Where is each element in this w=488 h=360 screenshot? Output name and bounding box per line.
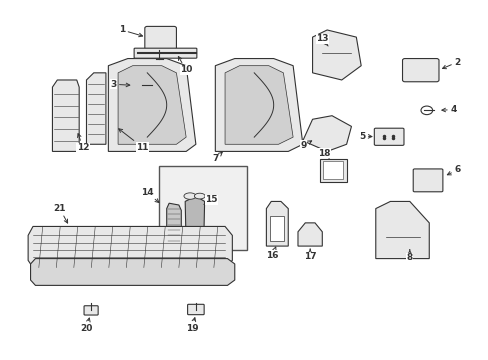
- Bar: [159, 166, 246, 249]
- Polygon shape: [86, 73, 106, 144]
- Polygon shape: [215, 59, 302, 152]
- Text: 3: 3: [110, 80, 129, 89]
- FancyBboxPatch shape: [134, 48, 197, 58]
- Text: 13: 13: [315, 35, 328, 46]
- FancyBboxPatch shape: [373, 128, 403, 145]
- Polygon shape: [302, 116, 351, 152]
- Bar: [269, 216, 284, 241]
- Polygon shape: [52, 80, 79, 152]
- FancyBboxPatch shape: [84, 306, 98, 315]
- Polygon shape: [297, 223, 322, 246]
- Text: 1: 1: [119, 26, 142, 37]
- FancyBboxPatch shape: [402, 59, 438, 82]
- Polygon shape: [266, 202, 287, 246]
- Text: 18: 18: [318, 149, 330, 158]
- Text: 20: 20: [80, 318, 92, 333]
- Ellipse shape: [183, 193, 196, 199]
- Text: 14: 14: [141, 188, 159, 202]
- Text: 6: 6: [447, 166, 460, 175]
- Text: 19: 19: [185, 318, 198, 333]
- Text: 9: 9: [300, 141, 311, 150]
- Text: 8: 8: [406, 250, 412, 262]
- Polygon shape: [375, 202, 428, 258]
- Ellipse shape: [194, 193, 204, 199]
- Polygon shape: [185, 196, 204, 246]
- Polygon shape: [118, 66, 186, 144]
- Text: 17: 17: [303, 249, 316, 261]
- Polygon shape: [312, 30, 361, 80]
- Polygon shape: [166, 203, 181, 244]
- Polygon shape: [30, 258, 234, 285]
- Text: 5: 5: [358, 131, 371, 140]
- Text: 10: 10: [178, 57, 192, 75]
- Text: 11: 11: [119, 129, 148, 152]
- Text: 2: 2: [442, 58, 460, 69]
- Text: 16: 16: [266, 247, 278, 260]
- Text: 7: 7: [212, 152, 222, 163]
- Text: 12: 12: [77, 134, 89, 152]
- Polygon shape: [108, 59, 196, 152]
- Text: 4: 4: [441, 105, 456, 114]
- Text: 15: 15: [203, 195, 217, 204]
- Bar: [319, 158, 346, 182]
- FancyBboxPatch shape: [412, 169, 442, 192]
- Text: 21: 21: [53, 204, 67, 223]
- FancyBboxPatch shape: [187, 304, 203, 315]
- Bar: [322, 161, 343, 179]
- Polygon shape: [28, 226, 232, 267]
- Polygon shape: [224, 66, 292, 144]
- FancyBboxPatch shape: [144, 26, 176, 50]
